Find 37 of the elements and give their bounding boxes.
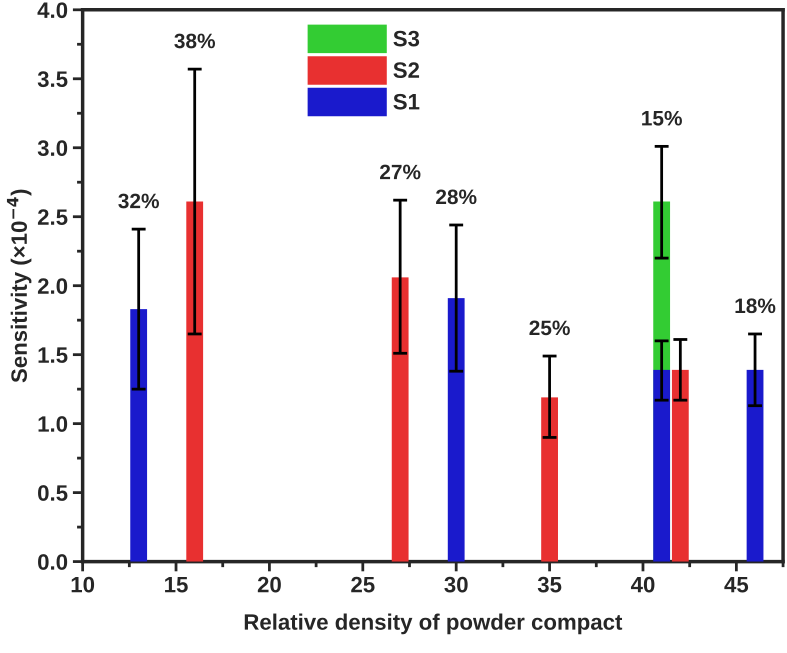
y-tick-label: 0.0 bbox=[38, 554, 68, 570]
x-tick-label: 10 bbox=[72, 576, 94, 592]
x-tick-label: 40 bbox=[630, 576, 654, 592]
y-axis-title: Sensitivity (×10$^{−4}$) bbox=[6, 190, 32, 382]
y-tick-label: 2.0 bbox=[38, 278, 68, 294]
x-tick-label: 20 bbox=[258, 576, 281, 592]
bar bbox=[541, 397, 558, 562]
y-tick-label: 0.5 bbox=[38, 485, 68, 501]
x-tick-label: 35 bbox=[538, 576, 562, 593]
y-tick-label: 2.5 bbox=[38, 209, 68, 225]
bar bbox=[186, 202, 204, 562]
y-tick-label: 1.5 bbox=[38, 347, 68, 363]
legend-label: S1 bbox=[393, 94, 420, 110]
y-tick-label: 3.0 bbox=[38, 140, 68, 156]
bar bbox=[746, 370, 764, 562]
bar bbox=[130, 309, 148, 562]
bar bbox=[448, 298, 465, 562]
x-tick-label: 30 bbox=[444, 576, 468, 593]
y-tick-label: 1.0 bbox=[38, 416, 68, 432]
legend-label: S2 bbox=[393, 62, 420, 78]
x-tick-label: 15 bbox=[165, 576, 188, 592]
annotation: 32% bbox=[118, 194, 159, 208]
legend-label: S3 bbox=[393, 30, 420, 46]
bar bbox=[672, 370, 689, 562]
y-tick-label: 4.0 bbox=[38, 2, 68, 18]
annotation: 15% bbox=[642, 110, 682, 126]
annotation: 27% bbox=[380, 164, 420, 180]
annotation: 25% bbox=[529, 320, 570, 336]
bar bbox=[653, 370, 670, 562]
annotation: 28% bbox=[436, 189, 476, 204]
annotation: 38% bbox=[174, 34, 216, 48]
y-tick-label: 3.5 bbox=[38, 71, 68, 88]
annotation: 18% bbox=[736, 298, 776, 314]
x-tick-label: 25 bbox=[351, 576, 375, 592]
x-axis-title: Relative density of powder compact bbox=[244, 614, 622, 634]
bar bbox=[392, 277, 409, 562]
x-tick-label: 45 bbox=[724, 576, 748, 592]
